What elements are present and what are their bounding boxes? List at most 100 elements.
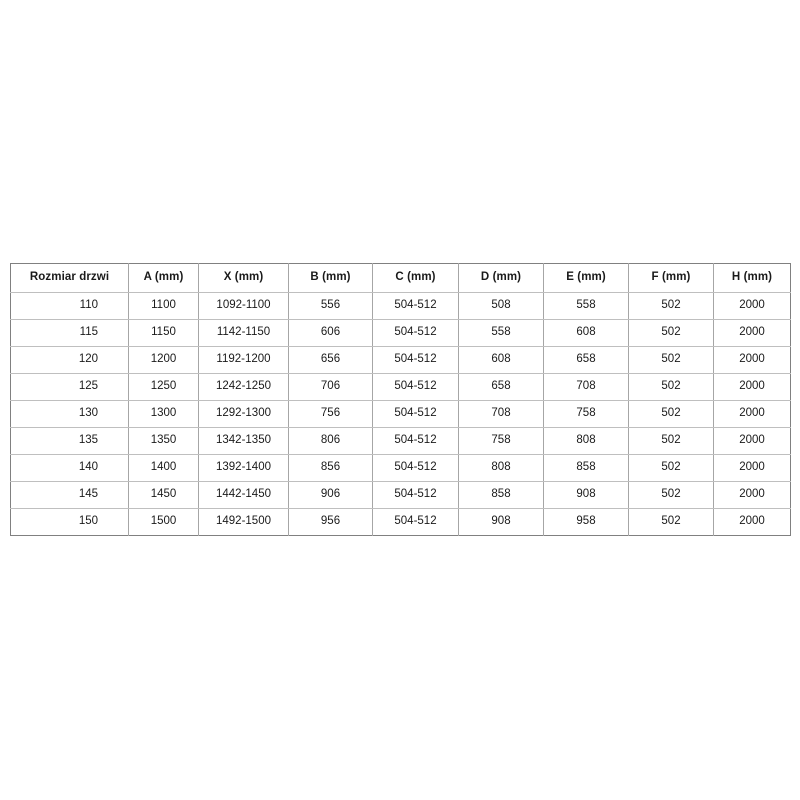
shower-door-dimensions-table: Rozmiar drzwi A (mm) X (mm) B (mm) C (mm) D (… [10,263,791,536]
cell-c: 504-512 [372,292,459,320]
cell-size: 135 [10,427,129,455]
cell-h: 2000 [713,481,791,509]
cell-a: 1250 [128,373,199,401]
cell-h: 2000 [713,319,791,347]
cell-a: 1150 [128,319,199,347]
cell-c: 504-512 [372,427,459,455]
table-body: 110 1100 1092-1100 556 504-512 508 558 502 2000 1… [10,292,791,536]
cell-a: 1400 [128,454,199,482]
cell-b: 556 [288,292,373,320]
cell-x: 1342-1350 [198,427,289,455]
table-header: Rozmiar drzwi A (mm) X (mm) B (mm) C (mm) D (… [10,263,791,293]
cell-b: 706 [288,373,373,401]
cell-f: 502 [628,346,714,374]
cell-h: 2000 [713,508,791,536]
cell-f: 502 [628,454,714,482]
cell-f: 502 [628,508,714,536]
cell-e: 558 [543,292,629,320]
cell-b: 656 [288,346,373,374]
cell-x: 1292-1300 [198,400,289,428]
cell-b: 856 [288,454,373,482]
cell-f: 502 [628,400,714,428]
cell-e: 958 [543,508,629,536]
cell-d: 658 [458,373,544,401]
cell-x: 1242-1250 [198,373,289,401]
cell-a: 1100 [128,292,199,320]
table-row: 145 1450 1442-1450 906 504-512 858 908 502 2000 [10,481,791,509]
cell-h: 2000 [713,400,791,428]
cell-h: 2000 [713,454,791,482]
cell-c: 504-512 [372,319,459,347]
cell-e: 708 [543,373,629,401]
cell-x: 1192-1200 [198,346,289,374]
cell-x: 1392-1400 [198,454,289,482]
column-header-c: C (mm) [372,263,459,293]
cell-x: 1142-1150 [198,319,289,347]
cell-c: 504-512 [372,508,459,536]
cell-b: 956 [288,508,373,536]
column-header-h: H (mm) [713,263,791,293]
column-header-size: Rozmiar drzwi [10,263,129,293]
column-header-f: F (mm) [628,263,714,293]
cell-b: 906 [288,481,373,509]
cell-f: 502 [628,319,714,347]
cell-c: 504-512 [372,346,459,374]
table-row: 140 1400 1392-1400 856 504-512 808 858 502 2000 [10,454,791,482]
column-header-e: E (mm) [543,263,629,293]
cell-x: 1092-1100 [198,292,289,320]
cell-a: 1500 [128,508,199,536]
cell-e: 808 [543,427,629,455]
cell-d: 908 [458,508,544,536]
table-row: 130 1300 1292-1300 756 504-512 708 758 502 2000 [10,400,791,428]
table-row: 125 1250 1242-1250 706 504-512 658 708 502 2000 [10,373,791,401]
cell-c: 504-512 [372,373,459,401]
cell-b: 606 [288,319,373,347]
cell-d: 808 [458,454,544,482]
column-header-d: D (mm) [458,263,544,293]
column-header-b: B (mm) [288,263,373,293]
cell-size: 145 [10,481,129,509]
table-header-row: Rozmiar drzwi A (mm) X (mm) B (mm) C (mm) D (… [10,263,791,293]
cell-size: 120 [10,346,129,374]
cell-f: 502 [628,292,714,320]
cell-a: 1200 [128,346,199,374]
cell-a: 1350 [128,427,199,455]
cell-e: 858 [543,454,629,482]
table-row: 135 1350 1342-1350 806 504-512 758 808 502 2000 [10,427,791,455]
table-row: 115 1150 1142-1150 606 504-512 558 608 502 2000 [10,319,791,347]
table-row: 120 1200 1192-1200 656 504-512 608 658 502 2000 [10,346,791,374]
cell-d: 508 [458,292,544,320]
cell-size: 115 [10,319,129,347]
cell-f: 502 [628,427,714,455]
cell-size: 130 [10,400,129,428]
cell-d: 758 [458,427,544,455]
cell-f: 502 [628,373,714,401]
column-header-x: X (mm) [198,263,289,293]
cell-h: 2000 [713,346,791,374]
cell-b: 806 [288,427,373,455]
column-header-a: A (mm) [128,263,199,293]
cell-e: 608 [543,319,629,347]
cell-size: 125 [10,373,129,401]
cell-h: 2000 [713,373,791,401]
cell-c: 504-512 [372,400,459,428]
cell-size: 140 [10,454,129,482]
cell-e: 908 [543,481,629,509]
cell-a: 1300 [128,400,199,428]
cell-size: 110 [10,292,129,320]
cell-x: 1442-1450 [198,481,289,509]
cell-h: 2000 [713,427,791,455]
cell-c: 504-512 [372,454,459,482]
cell-a: 1450 [128,481,199,509]
specification-table-container: Rozmiar drzwi A (mm) X (mm) B (mm) C (mm) D (… [10,263,791,536]
cell-d: 558 [458,319,544,347]
cell-x: 1492-1500 [198,508,289,536]
cell-d: 708 [458,400,544,428]
table-row: 110 1100 1092-1100 556 504-512 508 558 502 2000 [10,292,791,320]
cell-c: 504-512 [372,481,459,509]
cell-h: 2000 [713,292,791,320]
cell-e: 758 [543,400,629,428]
cell-f: 502 [628,481,714,509]
cell-b: 756 [288,400,373,428]
